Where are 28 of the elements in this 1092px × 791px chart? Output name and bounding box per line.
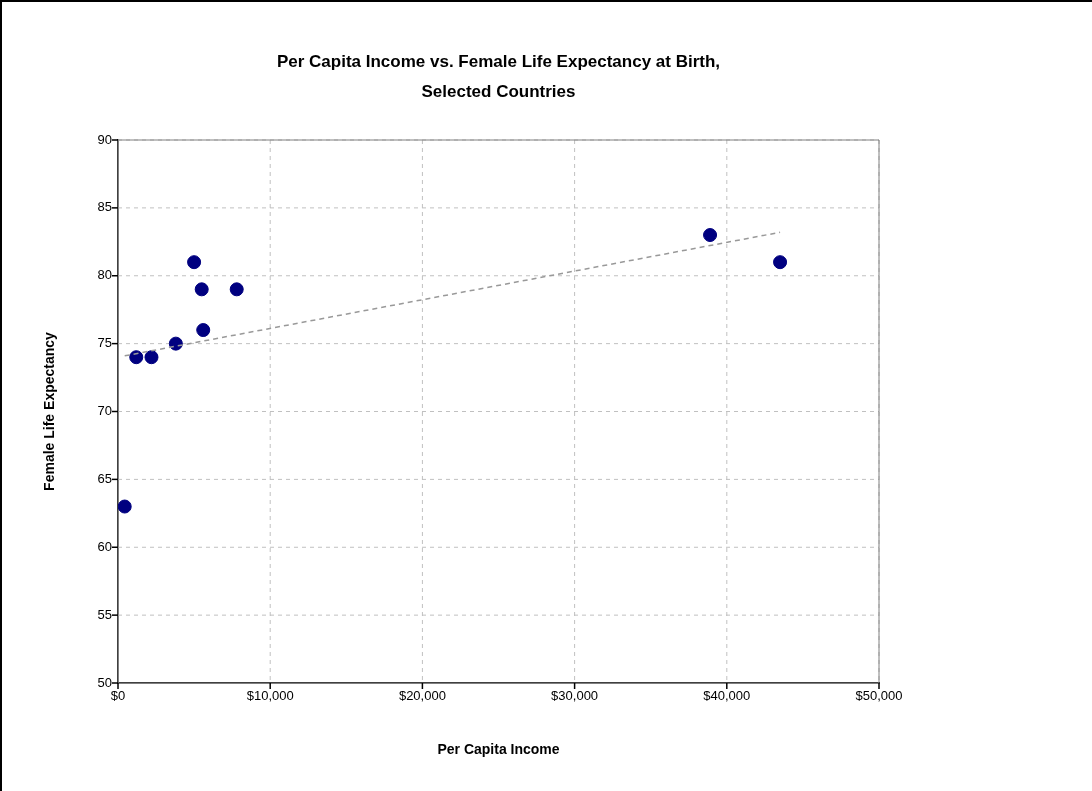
point: [129, 350, 144, 365]
y-tick-label: 75: [97, 335, 112, 351]
point: [194, 282, 209, 297]
point: [168, 336, 183, 351]
x-tick-label: $40,000: [703, 688, 751, 704]
y-tick-label: 70: [97, 403, 112, 419]
point: [118, 499, 132, 514]
y-tick-label: 90: [97, 131, 112, 147]
point: [187, 255, 202, 270]
point: [773, 255, 788, 270]
y-tick-label: 85: [97, 199, 112, 215]
chart-title: Per Capita Income vs. Female Life Expectancy at Birth, Selected Countries: [276, 51, 721, 101]
y-tick-label: 60: [97, 538, 112, 554]
point: [196, 323, 211, 338]
y-axis-title: Female Life Expectancy: [41, 331, 58, 491]
x-tick-label: $0: [110, 688, 126, 704]
x-tick-label: $20,000: [398, 688, 446, 704]
y-tick-label: 55: [97, 606, 112, 622]
x-axis-title: Per Capita Income: [437, 741, 560, 758]
y-tick-label: 50: [97, 674, 112, 690]
point: [229, 282, 244, 297]
y-tick-label: 65: [97, 470, 112, 486]
point: [144, 350, 159, 365]
x-tick-label: $30,000: [551, 688, 599, 704]
point: [703, 228, 718, 243]
x-tick-label: $10,000: [246, 688, 294, 704]
y-tick-label: 80: [97, 267, 112, 283]
x-tick-label: $50,000: [855, 688, 903, 704]
